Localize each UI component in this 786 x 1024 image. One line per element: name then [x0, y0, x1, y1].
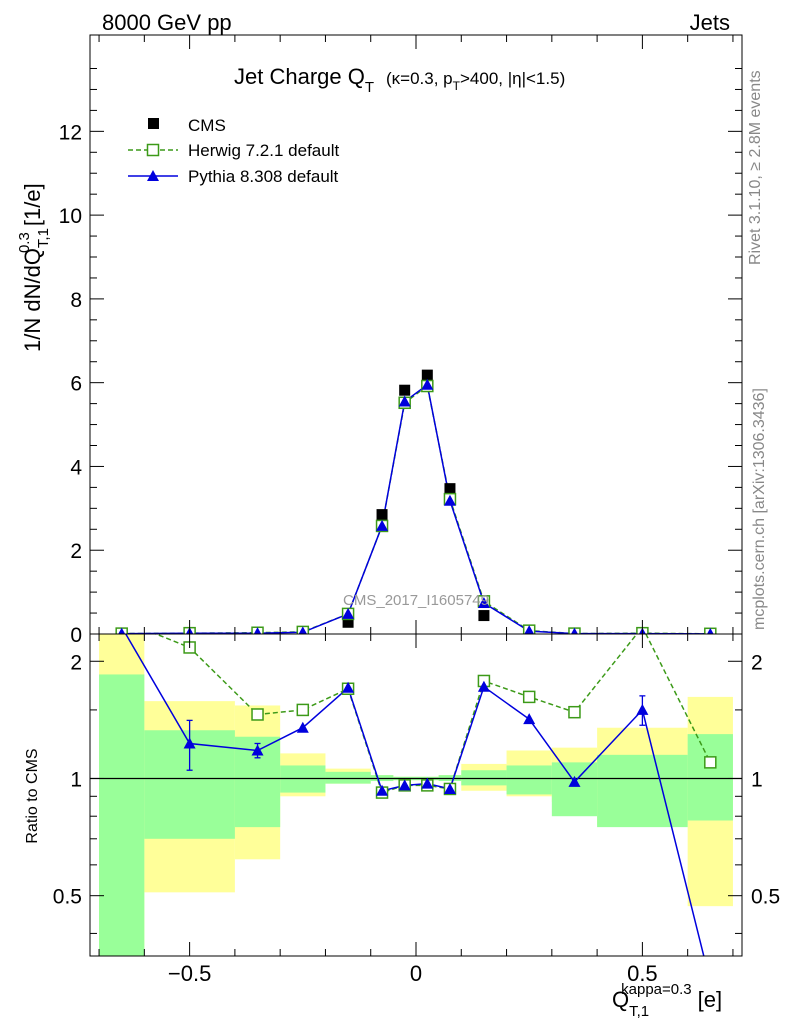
- ratio-point-pythia: [398, 779, 411, 791]
- ratio-point-pythia: [342, 681, 355, 693]
- data-point-pythia: [421, 378, 434, 390]
- x-tick-label: −0.5: [168, 961, 211, 986]
- legend-label-herwig: Herwig 7.2.1 default: [188, 141, 339, 160]
- ratio-point-herwig: [296, 703, 310, 717]
- data-point-cms: [444, 483, 456, 495]
- data-point-cms: [342, 616, 354, 628]
- ratio-line-herwig: [154, 634, 711, 794]
- data-point-pythia: [118, 627, 126, 634]
- data-point-pythia: [443, 494, 456, 506]
- plot-title-main: Jet Charge Q: [234, 64, 365, 89]
- ratio-y-tick-label: 0.5: [53, 886, 82, 909]
- plot-title-selection-sub: T: [453, 79, 461, 93]
- y-tick-label: 12: [59, 121, 82, 144]
- data-point-cms: [478, 610, 490, 622]
- rivet-label: Rivet 3.1.10, ≥ 2.8M events: [747, 70, 764, 265]
- ratio-y-tick-label: 1: [70, 768, 82, 791]
- series-line-pythia: [121, 383, 711, 634]
- data-point-cms: [421, 369, 433, 381]
- y-tick-label: 0: [70, 624, 82, 647]
- ratio-panel: 0.5 0.5 1 1 2 2 −0.5 0 0.5 Ratio to CMS QT,1kapp…: [24, 633, 780, 1020]
- y-axis-label: 1/N dN/dQT,10.3 [1/e]: [16, 183, 52, 352]
- x-axis-label: QT,1kappa=0.3 [e]: [612, 981, 722, 1020]
- uncertainty-band-inner: [506, 765, 552, 795]
- data-point-pythia: [376, 519, 389, 531]
- y-tick-label: 6: [70, 373, 82, 396]
- process-label: Jets: [690, 10, 730, 35]
- legend-entry-cms: CMS: [148, 116, 226, 135]
- ratio-y-tick-label: 2: [70, 651, 82, 674]
- uncertainty-band-inner: [597, 754, 688, 828]
- ratio-point-pythia: [421, 777, 434, 789]
- ratio-point-pythia: [251, 744, 264, 756]
- legend-marker-cms: [148, 118, 159, 129]
- y-tick-label: 10: [59, 205, 82, 228]
- ratio-point-pythia: [568, 775, 581, 787]
- data-point-pythia: [524, 625, 535, 634]
- plot-title-selection-end: >400, |η|<1.5): [460, 69, 565, 88]
- ratio-point-pythia: [443, 782, 456, 794]
- ratio-y-axis-label: Ratio to CMS: [24, 748, 41, 843]
- data-point-pythia: [342, 607, 355, 619]
- legend-marker-pythia: [147, 170, 159, 181]
- x-tick-label: 0.5: [627, 961, 658, 986]
- data-point-pythia: [477, 597, 490, 609]
- data-point-pythia: [706, 627, 714, 634]
- legend-marker-herwig: [146, 143, 160, 157]
- ratio-point-pythia: [183, 737, 196, 749]
- legend-label-cms: CMS: [188, 116, 226, 135]
- ratio-point-herwig: [251, 708, 264, 721]
- data-point-pythia: [298, 626, 307, 634]
- ratio-point-herwig: [522, 690, 536, 704]
- x-tick-label: 0: [410, 961, 422, 986]
- ratio-point-pythia: [523, 713, 536, 725]
- distribution-panel: 0 2 4 6 8 10 12 CMS_2017_I1605749 Jet Charge Q…: [16, 34, 743, 647]
- legend-entry-pythia: Pythia 8.308 default: [128, 167, 339, 186]
- ratio-point-pythia: [477, 680, 490, 692]
- y-tick-label: 2: [70, 540, 82, 563]
- ratio-y-tick-label-right: 0.5: [751, 886, 780, 909]
- uncertainty-band-inner: [551, 762, 598, 817]
- y-tick-label: 4: [70, 456, 82, 479]
- uncertainty-band-inner: [461, 770, 507, 786]
- mcplots-label: mcplots.cern.ch [arXiv:1306.3436]: [751, 388, 768, 630]
- energy-label: 8000 GeV pp: [102, 10, 232, 35]
- uncertainty-band-inner: [325, 771, 371, 784]
- plot-title-selection: (κ=0.3, p: [386, 69, 453, 88]
- ratio-line-pythia: [124, 634, 705, 956]
- legend-entry-herwig: Herwig 7.2.1 default: [128, 141, 339, 160]
- ratio-point-pythia: [376, 784, 389, 796]
- uncertainty-band-inner: [687, 734, 733, 821]
- ratio-point-herwig: [568, 705, 581, 719]
- data-point-cms: [376, 509, 388, 521]
- watermark: CMS_2017_I1605749: [343, 592, 489, 609]
- legend: CMS Herwig 7.2.1 default Pythia 8.308 de…: [128, 116, 339, 186]
- legend-label-pythia: Pythia 8.308 default: [188, 167, 339, 186]
- data-point-pythia: [570, 627, 578, 634]
- ratio-point-pythia: [636, 703, 649, 715]
- ratio-point-herwig: [704, 756, 717, 769]
- ratio-y-tick-label-right: 2: [751, 651, 763, 674]
- data-point-pythia: [398, 395, 411, 407]
- y-tick-label: 8: [70, 289, 82, 312]
- uncertainty-band-inner: [99, 674, 145, 956]
- data-point-pythia: [253, 627, 262, 634]
- ratio-y-tick-label-right: 1: [751, 768, 763, 791]
- ratio-point-pythia: [296, 721, 309, 733]
- plot-title-sub: T: [365, 79, 374, 96]
- plot-title: Jet Charge QT (κ=0.3, pT>400, |η|<1.5): [234, 64, 565, 96]
- data-point-cms: [399, 384, 411, 396]
